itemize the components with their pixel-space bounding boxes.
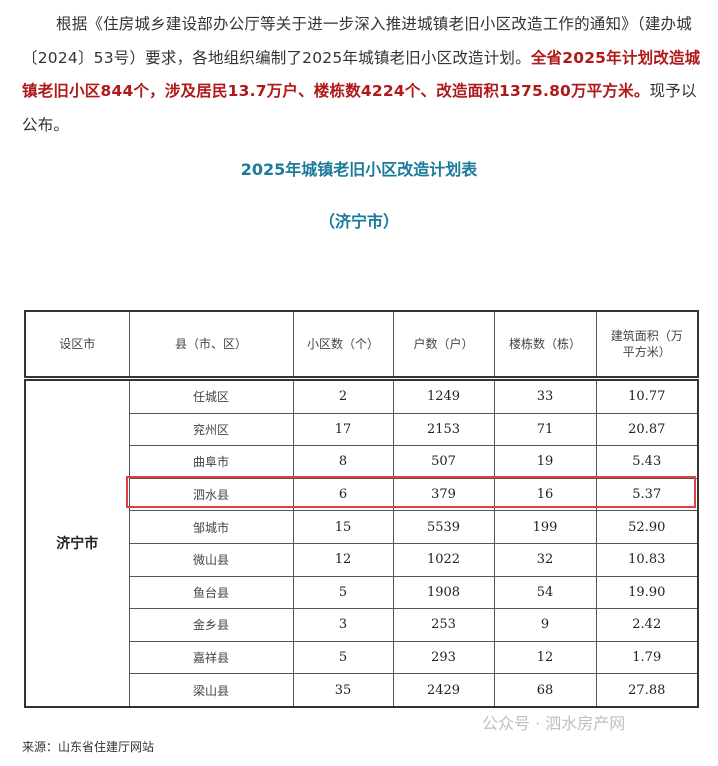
value-cell: 27.88 bbox=[595, 673, 699, 708]
header-cell: 设区市 bbox=[24, 310, 130, 378]
value-cell: 33 bbox=[493, 379, 597, 414]
value-cell: 32 bbox=[493, 542, 597, 577]
county-cell: 微山县 bbox=[128, 542, 294, 577]
county-cell: 鱼台县 bbox=[128, 575, 294, 610]
data-table: 济宁市 任城区 2 1249 33 10.77 兖州区 17 2153 71 20.87 曲阜市 8 50… bbox=[24, 379, 699, 708]
table-row: 梁山县 35 2429 68 27.88 bbox=[25, 673, 699, 708]
county-cell: 曲阜市 bbox=[128, 445, 294, 479]
county-cell: 嘉祥县 bbox=[128, 640, 294, 675]
value-cell: 12 bbox=[493, 640, 597, 675]
value-cell: 1022 bbox=[392, 542, 495, 577]
table-row: 嘉祥县 5 293 12 1.79 bbox=[25, 640, 699, 675]
value-cell: 68 bbox=[493, 673, 597, 708]
value-cell: 8 bbox=[292, 445, 394, 479]
source-note: 来源：山东省住建厅网站 bbox=[22, 740, 155, 754]
table-row: 鱼台县 5 1908 54 19.90 bbox=[25, 575, 699, 610]
value-cell: 15 bbox=[292, 510, 394, 544]
header-row: 设区市 县（市、区） 小区数（个） 户数（户） 楼栋数（栋） 建筑面积（万平方米） bbox=[24, 310, 699, 378]
county-cell: 邹城市 bbox=[128, 510, 294, 544]
watermark: 公众号 · 泗水房产网 bbox=[482, 714, 626, 733]
county-cell: 泗水县 bbox=[128, 477, 294, 512]
value-cell: 1908 bbox=[392, 575, 495, 610]
value-cell: 10.83 bbox=[595, 542, 699, 577]
value-cell: 1249 bbox=[392, 379, 495, 414]
intro-end: 现予以公布。 bbox=[22, 82, 697, 134]
value-cell: 1.79 bbox=[595, 640, 699, 675]
value-cell: 19 bbox=[493, 445, 597, 479]
highlight-box bbox=[126, 476, 696, 508]
table-title: 2025年城镇老旧小区改造计划表 bbox=[240, 160, 478, 179]
value-cell: 199 bbox=[493, 510, 597, 544]
value-cell: 52.90 bbox=[595, 510, 699, 544]
table-subtitle: （济宁市） bbox=[318, 212, 399, 231]
header-cell: 小区数（个） bbox=[292, 310, 394, 378]
value-cell: 20.87 bbox=[595, 412, 699, 447]
table-row: 邹城市 15 5539 199 52.90 bbox=[25, 510, 699, 544]
value-cell: 5 bbox=[292, 640, 394, 675]
value-cell: 35 bbox=[292, 673, 394, 708]
header-cell: 楼栋数（栋） bbox=[493, 310, 597, 378]
table-row: 微山县 12 1022 32 10.83 bbox=[25, 542, 699, 577]
value-cell: 293 bbox=[392, 640, 495, 675]
value-cell: 3 bbox=[292, 608, 394, 642]
value-cell: 379 bbox=[392, 477, 495, 512]
intro-highlight: 全省2025年计划改造城镇老旧小区844个，涉及居民13.7万户、楼栋数4224… bbox=[22, 48, 701, 101]
header-cell: 建筑面积（万平方米） bbox=[595, 310, 699, 378]
value-cell: 12 bbox=[292, 542, 394, 577]
value-cell: 2.42 bbox=[595, 608, 699, 642]
county-cell: 兖州区 bbox=[128, 412, 294, 447]
value-cell: 71 bbox=[493, 412, 597, 447]
value-cell: 19.90 bbox=[595, 575, 699, 610]
value-cell: 10.77 bbox=[595, 379, 699, 414]
header-cell: 户数（户） bbox=[392, 310, 495, 378]
value-cell: 17 bbox=[292, 412, 394, 447]
value-cell: 507 bbox=[392, 445, 495, 479]
city-cell: 济宁市 bbox=[24, 379, 130, 708]
value-cell: 54 bbox=[493, 575, 597, 610]
intro-text: 根据《住房城乡建设部办公厅等关于进一步深入推进城镇老旧小区改造工作的通知》（建办… bbox=[22, 15, 692, 67]
value-cell: 16 bbox=[493, 477, 597, 512]
table-header: 设区市 县（市、区） 小区数（个） 户数（户） 楼栋数（栋） 建筑面积（万平方米） bbox=[24, 310, 699, 378]
value-cell: 2 bbox=[292, 379, 394, 414]
table-row: 济宁市 任城区 2 1249 33 10.77 bbox=[24, 379, 699, 708]
value-cell: 5 bbox=[292, 575, 394, 610]
county-cell: 任城区 bbox=[128, 379, 294, 414]
value-cell: 2153 bbox=[392, 412, 495, 447]
value-cell: 5.43 bbox=[595, 445, 699, 479]
county-cell: 金乡县 bbox=[128, 608, 294, 642]
value-cell: 253 bbox=[392, 608, 495, 642]
header-cell: 县（市、区） bbox=[128, 310, 294, 378]
table-row: 泗水县 6 379 16 5.37 bbox=[25, 477, 699, 512]
value-cell: 5539 bbox=[392, 510, 495, 544]
value-cell: 6 bbox=[292, 477, 394, 512]
county-cell: 梁山县 bbox=[128, 673, 294, 708]
value-cell: 9 bbox=[493, 608, 597, 642]
intro-paragraph: 根据《住房城乡建设部办公厅等关于进一步深入推进城镇老旧小区改造工作的通知》（建办… bbox=[22, 8, 702, 142]
value-cell: 2429 bbox=[392, 673, 495, 708]
